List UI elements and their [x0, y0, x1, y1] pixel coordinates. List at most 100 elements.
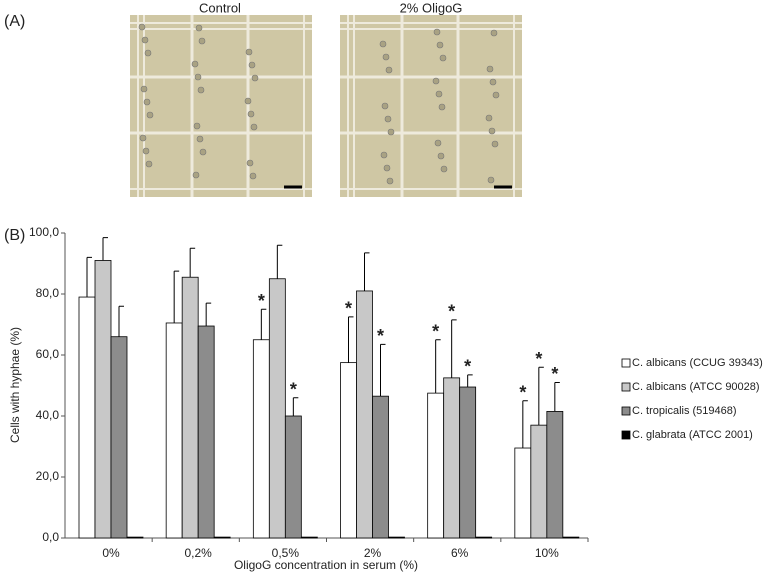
error-bar — [205, 302, 212, 327]
significance-marker: * — [535, 349, 542, 369]
error-bar — [554, 381, 560, 412]
cell — [139, 134, 147, 142]
cell — [192, 171, 200, 179]
cell — [435, 90, 443, 98]
cell — [197, 86, 205, 94]
cell — [436, 41, 444, 49]
significance-marker: * — [290, 379, 297, 399]
significance-marker: * — [377, 326, 384, 346]
error-bar — [189, 247, 196, 278]
cell — [198, 37, 206, 45]
bar — [110, 336, 128, 539]
cell — [432, 77, 440, 85]
bar — [388, 536, 405, 539]
y-tick-label: 40,0 — [36, 408, 60, 422]
cell — [140, 85, 148, 93]
bar — [340, 362, 357, 539]
cell — [382, 53, 390, 61]
error-bar — [522, 400, 528, 449]
error-bar — [364, 252, 370, 291]
cell — [490, 29, 498, 37]
micrograph — [340, 15, 522, 197]
x-tick-label: 2% — [364, 546, 382, 560]
legend-label: C. tropicalis (519468) — [632, 405, 737, 417]
bar — [94, 260, 112, 539]
error-bar — [118, 305, 124, 337]
bar — [197, 325, 215, 539]
bar — [300, 536, 318, 539]
error-bar — [538, 366, 544, 426]
x-tick-label: 6% — [451, 546, 469, 560]
cell — [146, 111, 154, 119]
bar — [213, 536, 231, 539]
cell — [251, 74, 259, 82]
cell — [381, 102, 389, 110]
bar — [252, 339, 270, 539]
error-bar — [86, 256, 92, 298]
bar — [165, 322, 183, 539]
bar — [268, 278, 286, 539]
y-axis-label: Cells with hyphae (%) — [8, 327, 22, 443]
image-title: Control — [199, 0, 241, 15]
cell — [250, 123, 258, 131]
legend-swatch — [621, 358, 631, 368]
panel-label: (B) — [4, 227, 25, 244]
cell — [437, 152, 445, 160]
y-tick-label: 20,0 — [36, 469, 60, 483]
cell — [486, 65, 494, 73]
cell — [194, 73, 202, 81]
legend-label: C. albicans (ATCC 90028) — [632, 381, 760, 393]
bar — [443, 377, 461, 539]
cell — [492, 91, 500, 99]
bar — [475, 536, 493, 539]
legend-swatch — [621, 430, 631, 440]
cell — [440, 165, 448, 173]
error-bar — [102, 237, 108, 261]
cell — [191, 60, 199, 68]
cell — [439, 54, 447, 62]
x-axis-label: OligoG concentration in serum (%) — [234, 558, 418, 572]
micrographs — [130, 15, 522, 197]
cell — [196, 135, 204, 143]
legend-label: C. albicans (CCUG 39343) — [632, 357, 763, 369]
cell — [138, 23, 146, 31]
cell — [485, 114, 493, 122]
cell — [491, 140, 499, 148]
significance-marker: * — [345, 299, 352, 319]
y-tick-label: 100,0 — [29, 225, 59, 239]
bar — [546, 411, 564, 539]
cell — [144, 49, 152, 57]
significance-marker: * — [258, 291, 265, 311]
bar — [562, 536, 580, 539]
cell — [487, 176, 495, 184]
cell — [383, 164, 391, 172]
cell — [199, 148, 207, 156]
y-tick-label: 0,0 — [42, 530, 59, 544]
cell — [386, 177, 394, 185]
bar — [181, 276, 199, 539]
error-bar — [276, 244, 283, 279]
x-tick-label: 10% — [535, 546, 559, 560]
significance-marker: * — [432, 322, 439, 342]
cell — [141, 36, 149, 44]
bar — [78, 296, 96, 539]
x-tick-label: 0,2% — [184, 546, 212, 560]
image-title: 2% OligoG — [400, 0, 463, 15]
cell — [387, 128, 395, 136]
cell — [247, 110, 255, 118]
cell — [488, 127, 496, 135]
cell — [438, 103, 446, 111]
cell — [248, 61, 256, 69]
cell — [385, 66, 393, 74]
cell — [142, 147, 150, 155]
y-tick-label: 80,0 — [36, 286, 60, 300]
panel-label: (A) — [4, 13, 25, 30]
bar — [530, 424, 548, 539]
cell — [246, 159, 254, 167]
cell — [380, 151, 388, 159]
y-tick-label: 60,0 — [36, 347, 60, 361]
cell — [244, 97, 252, 105]
legend-swatch — [621, 406, 631, 416]
error-bar — [292, 397, 299, 416]
